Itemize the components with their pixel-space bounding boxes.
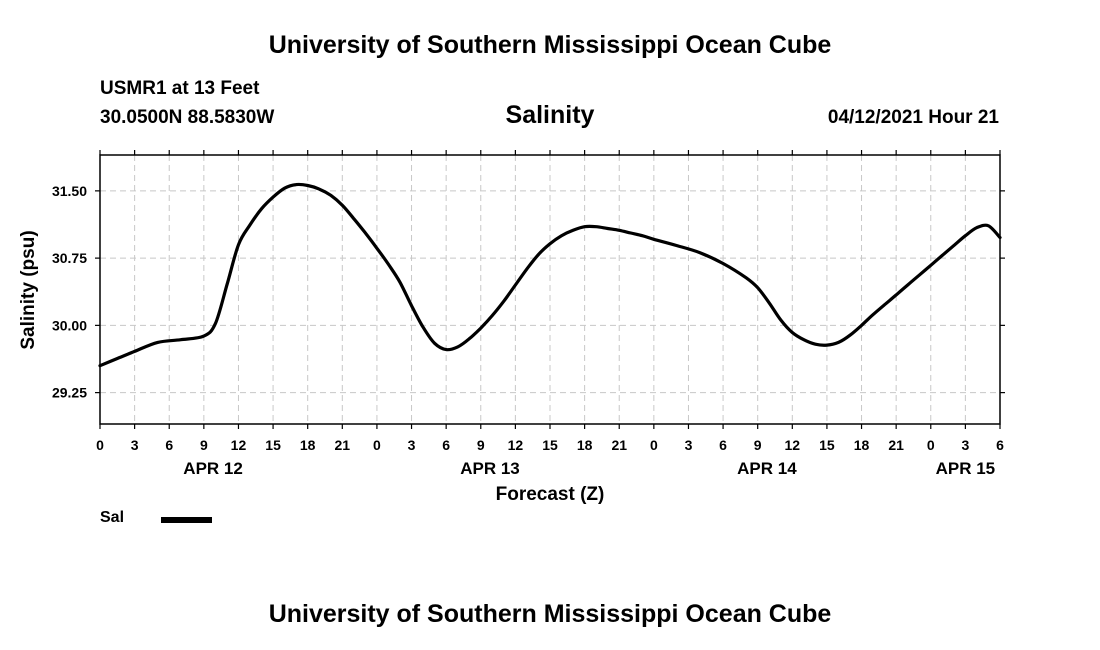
- top-title: University of Southern Mississippi Ocean…: [268, 31, 832, 59]
- x-tick-label: 6: [719, 437, 727, 453]
- x-axis-label: Forecast (Z): [496, 484, 605, 505]
- y-tick-label: 30.75: [52, 250, 87, 266]
- date-label: APR 12: [183, 459, 243, 478]
- grid-lines: [100, 155, 1000, 424]
- series-line-sal: [98, 182, 1002, 368]
- x-tick-label: 18: [300, 437, 316, 453]
- x-tick-label: 12: [508, 437, 524, 453]
- date-label: APR 14: [737, 459, 797, 478]
- date-label: APR 13: [460, 459, 520, 478]
- x-tick-label: 3: [685, 437, 693, 453]
- x-tick-label: 9: [477, 437, 485, 453]
- x-tick-label: 12: [231, 437, 247, 453]
- x-tick-label: 12: [785, 437, 801, 453]
- legend-label-sal: Sal: [100, 509, 125, 526]
- variable-title: Salinity: [505, 101, 595, 129]
- x-tick-label: 21: [611, 437, 627, 453]
- x-tick-label: 3: [131, 437, 139, 453]
- x-tick-label: 9: [754, 437, 762, 453]
- x-axis-ticks: 0 3 6 9 12 15 18 21 0 3 6 9 12 15 18 21 0 3 6 9 12 15 18 21 0 3 6A…: [96, 150, 1004, 478]
- x-tick-label: 6: [165, 437, 173, 453]
- x-tick-label: 0: [373, 437, 381, 453]
- plot-frame: [99, 154, 1001, 425]
- x-tick-label: 15: [542, 437, 558, 453]
- x-tick-label: 15: [819, 437, 835, 453]
- x-tick-label: 0: [927, 437, 935, 453]
- y-tick-label: 30.00: [52, 317, 87, 333]
- x-tick-label: 9: [200, 437, 208, 453]
- x-tick-label: 18: [854, 437, 870, 453]
- x-tick-label: 15: [265, 437, 281, 453]
- station-label: USMR1 at 13 Feet: [100, 78, 260, 99]
- x-tick-label: 3: [961, 437, 969, 453]
- x-tick-label: 6: [996, 437, 1004, 453]
- x-tick-label: 0: [96, 437, 104, 453]
- y-tick-label: 31.50: [52, 183, 87, 199]
- x-tick-label: 3: [408, 437, 416, 453]
- timestamp-label: 04/12/2021 Hour 21: [827, 107, 999, 128]
- y-axis-ticks: 29.25 30.00 30.75 31.50: [52, 183, 1005, 401]
- y-tick-label: 29.25: [52, 385, 87, 401]
- date-label: APR 15: [936, 459, 996, 478]
- y-axis-label: Salinity (psu): [18, 230, 39, 349]
- location-label: 30.0500N 88.5830W: [100, 107, 275, 128]
- x-tick-label: 18: [577, 437, 593, 453]
- x-tick-label: 6: [442, 437, 450, 453]
- x-tick-label: 21: [335, 437, 351, 453]
- legend-swatch-sal: [161, 517, 212, 523]
- x-tick-label: 0: [650, 437, 658, 453]
- x-tick-label: 21: [888, 437, 904, 453]
- bottom-title: University of Southern Mississippi Ocean…: [268, 600, 832, 628]
